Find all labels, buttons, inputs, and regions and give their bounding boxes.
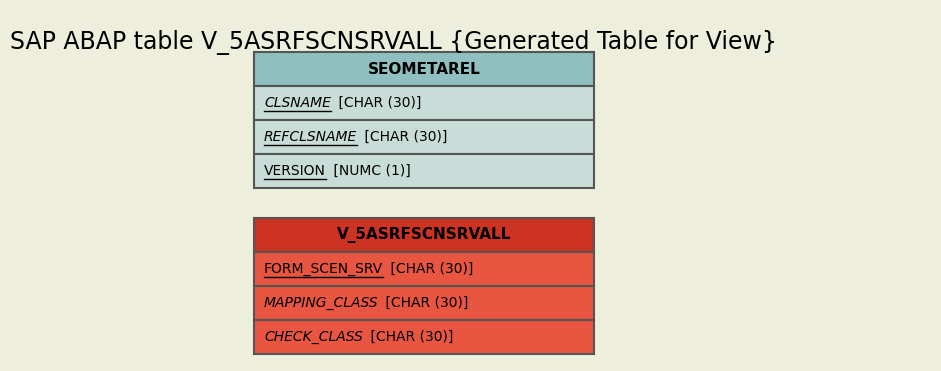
Text: SAP ABAP table V_5ASRFSCNSRVALL {Generated Table for View}: SAP ABAP table V_5ASRFSCNSRVALL {Generat… [10,30,777,55]
Text: REFCLSNAME: REFCLSNAME [264,130,358,144]
Bar [254,52,594,86]
Text: MAPPING_CLASS: MAPPING_CLASS [264,296,378,310]
Bar [254,286,594,320]
Text: [NUMC (1)]: [NUMC (1)] [328,164,410,178]
Bar [254,120,594,154]
Text: FORM_SCEN_SRV: FORM_SCEN_SRV [264,262,383,276]
Text: SEOMETAREL: SEOMETAREL [368,62,480,76]
Text: CHECK_CLASS: CHECK_CLASS [264,330,362,344]
Bar [254,154,594,188]
Text: [CHAR (30)]: [CHAR (30)] [334,96,422,110]
Bar [254,252,594,286]
Text: [CHAR (30)]: [CHAR (30)] [381,296,469,310]
Text: CLSNAME: CLSNAME [264,96,331,110]
Text: V_5ASRFSCNSRVALL: V_5ASRFSCNSRVALL [337,227,511,243]
Bar [254,218,594,252]
Text: [CHAR (30)]: [CHAR (30)] [360,130,448,144]
Bar [254,86,594,120]
Text: VERSION: VERSION [264,164,326,178]
Text: [CHAR (30)]: [CHAR (30)] [366,330,454,344]
Text: [CHAR (30)]: [CHAR (30)] [386,262,473,276]
Bar [254,320,594,354]
